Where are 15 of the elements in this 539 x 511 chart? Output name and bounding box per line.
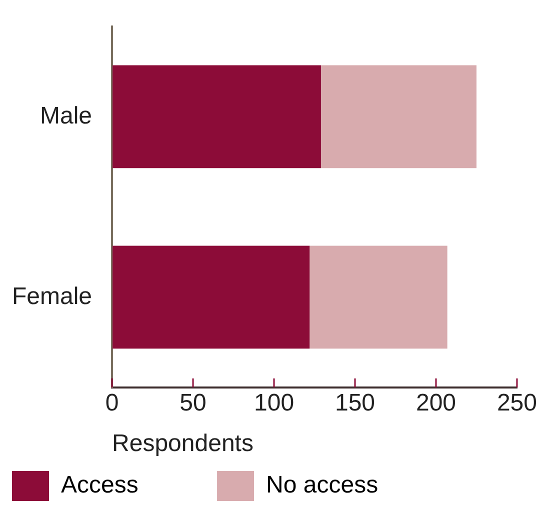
x-tick-label: 50 xyxy=(180,389,206,416)
x-tick-label: 150 xyxy=(334,389,376,416)
x-axis-title: Respondents xyxy=(112,430,254,458)
x-tick-label: 0 xyxy=(105,389,119,416)
bar xyxy=(310,246,448,349)
bar xyxy=(112,65,321,168)
legend-label: No access xyxy=(266,472,445,499)
x-tick-label: 250 xyxy=(496,389,537,416)
bar xyxy=(320,65,476,168)
y-tick-label: Male xyxy=(40,102,92,130)
y-tick-label: Female xyxy=(12,282,92,310)
x-tick-label: 100 xyxy=(254,389,294,416)
bar xyxy=(112,246,310,349)
x-tick-label: 200 xyxy=(416,389,456,416)
legend-label: Access xyxy=(61,472,206,499)
